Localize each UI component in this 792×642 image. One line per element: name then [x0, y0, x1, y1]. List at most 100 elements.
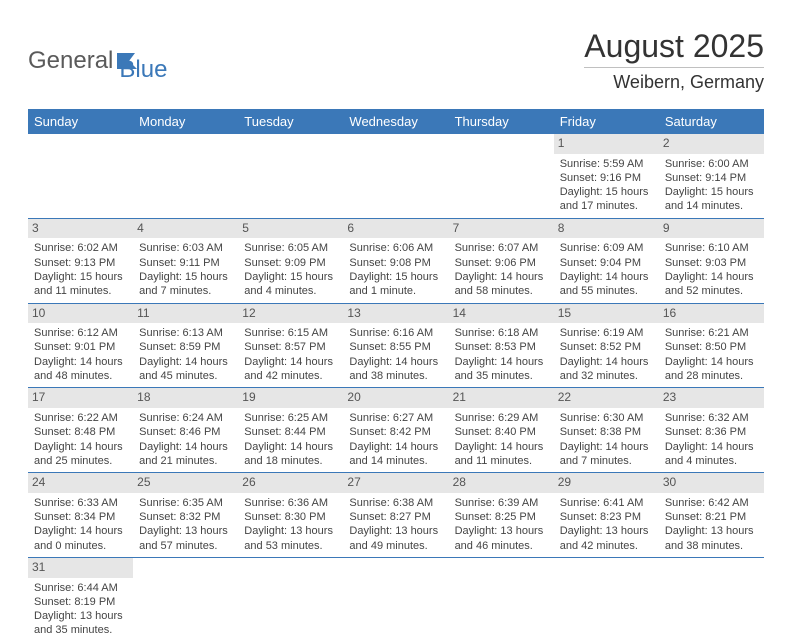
sunset-line: Sunset: 9:03 PM — [665, 256, 758, 270]
sunrise-line: Sunrise: 6:21 AM — [665, 326, 758, 340]
daylight-line: Daylight: 15 hours and 11 minutes. — [34, 270, 127, 299]
sunrise-line: Sunrise: 6:03 AM — [139, 241, 232, 255]
calendar-cell-blank — [343, 557, 448, 641]
sunrise-line: Sunrise: 6:13 AM — [139, 326, 232, 340]
month-title: August 2025 — [584, 28, 764, 68]
day-number: 23 — [659, 388, 764, 408]
day-number: 18 — [133, 388, 238, 408]
daylight-line: Daylight: 14 hours and 7 minutes. — [560, 440, 653, 469]
day-header: Monday — [133, 109, 238, 134]
day-number: 27 — [343, 473, 448, 493]
sunrise-line: Sunrise: 6:05 AM — [244, 241, 337, 255]
calendar-cell: 11Sunrise: 6:13 AMSunset: 8:59 PMDayligh… — [133, 303, 238, 388]
calendar-cell: 8Sunrise: 6:09 AMSunset: 9:04 PMDaylight… — [554, 218, 659, 303]
day-number: 9 — [659, 219, 764, 239]
sunrise-line: Sunrise: 6:02 AM — [34, 241, 127, 255]
day-number: 19 — [238, 388, 343, 408]
calendar-cell: 20Sunrise: 6:27 AMSunset: 8:42 PMDayligh… — [343, 388, 448, 473]
day-number: 7 — [449, 219, 554, 239]
day-number: 25 — [133, 473, 238, 493]
calendar-cell: 18Sunrise: 6:24 AMSunset: 8:46 PMDayligh… — [133, 388, 238, 473]
sunrise-line: Sunrise: 6:12 AM — [34, 326, 127, 340]
calendar-cell-blank — [238, 557, 343, 641]
sunrise-line: Sunrise: 6:07 AM — [455, 241, 548, 255]
calendar-cell: 5Sunrise: 6:05 AMSunset: 9:09 PMDaylight… — [238, 218, 343, 303]
calendar-cell: 19Sunrise: 6:25 AMSunset: 8:44 PMDayligh… — [238, 388, 343, 473]
day-header: Saturday — [659, 109, 764, 134]
sunset-line: Sunset: 9:01 PM — [34, 340, 127, 354]
day-number: 30 — [659, 473, 764, 493]
sunset-line: Sunset: 8:32 PM — [139, 510, 232, 524]
daylight-line: Daylight: 14 hours and 28 minutes. — [665, 355, 758, 384]
daylight-line: Daylight: 14 hours and 58 minutes. — [455, 270, 548, 299]
day-number: 12 — [238, 304, 343, 324]
sunset-line: Sunset: 8:46 PM — [139, 425, 232, 439]
daylight-line: Daylight: 13 hours and 46 minutes. — [455, 524, 548, 553]
sunset-line: Sunset: 9:13 PM — [34, 256, 127, 270]
sunset-line: Sunset: 8:36 PM — [665, 425, 758, 439]
daylight-line: Daylight: 13 hours and 49 minutes. — [349, 524, 442, 553]
sunset-line: Sunset: 8:23 PM — [560, 510, 653, 524]
daylight-line: Daylight: 13 hours and 35 minutes. — [34, 609, 127, 638]
calendar-cell: 16Sunrise: 6:21 AMSunset: 8:50 PMDayligh… — [659, 303, 764, 388]
calendar-cell-blank — [554, 557, 659, 641]
sunrise-line: Sunrise: 6:25 AM — [244, 411, 337, 425]
calendar-cell: 29Sunrise: 6:41 AMSunset: 8:23 PMDayligh… — [554, 473, 659, 558]
sunrise-line: Sunrise: 6:41 AM — [560, 496, 653, 510]
sunset-line: Sunset: 8:48 PM — [34, 425, 127, 439]
sunrise-line: Sunrise: 6:00 AM — [665, 157, 758, 171]
sunrise-line: Sunrise: 6:39 AM — [455, 496, 548, 510]
sunset-line: Sunset: 9:11 PM — [139, 256, 232, 270]
day-number: 21 — [449, 388, 554, 408]
calendar-cell: 13Sunrise: 6:16 AMSunset: 8:55 PMDayligh… — [343, 303, 448, 388]
sunset-line: Sunset: 8:52 PM — [560, 340, 653, 354]
day-number: 8 — [554, 219, 659, 239]
sunset-line: Sunset: 9:06 PM — [455, 256, 548, 270]
calendar-cell: 4Sunrise: 6:03 AMSunset: 9:11 PMDaylight… — [133, 218, 238, 303]
sunrise-line: Sunrise: 6:27 AM — [349, 411, 442, 425]
day-header: Friday — [554, 109, 659, 134]
day-number: 10 — [28, 304, 133, 324]
logo-text-general: General — [28, 47, 113, 75]
logo: General Blue — [28, 28, 167, 84]
sunset-line: Sunset: 8:53 PM — [455, 340, 548, 354]
calendar-cell: 2Sunrise: 6:00 AMSunset: 9:14 PMDaylight… — [659, 134, 764, 218]
logo-text-blue: Blue — [119, 56, 167, 84]
day-header: Thursday — [449, 109, 554, 134]
daylight-line: Daylight: 13 hours and 38 minutes. — [665, 524, 758, 553]
calendar-cell: 31Sunrise: 6:44 AMSunset: 8:19 PMDayligh… — [28, 557, 133, 641]
daylight-line: Daylight: 15 hours and 7 minutes. — [139, 270, 232, 299]
sunset-line: Sunset: 9:08 PM — [349, 256, 442, 270]
day-header: Sunday — [28, 109, 133, 134]
calendar-cell-blank — [343, 134, 448, 218]
day-number: 1 — [554, 134, 659, 154]
day-number: 28 — [449, 473, 554, 493]
sunrise-line: Sunrise: 6:16 AM — [349, 326, 442, 340]
daylight-line: Daylight: 14 hours and 32 minutes. — [560, 355, 653, 384]
sunrise-line: Sunrise: 6:36 AM — [244, 496, 337, 510]
header: General Blue August 2025 Weibern, German… — [28, 28, 764, 93]
day-header: Wednesday — [343, 109, 448, 134]
sunset-line: Sunset: 9:14 PM — [665, 171, 758, 185]
calendar-cell: 23Sunrise: 6:32 AMSunset: 8:36 PMDayligh… — [659, 388, 764, 473]
calendar-cell: 25Sunrise: 6:35 AMSunset: 8:32 PMDayligh… — [133, 473, 238, 558]
sunset-line: Sunset: 8:42 PM — [349, 425, 442, 439]
calendar-cell: 6Sunrise: 6:06 AMSunset: 9:08 PMDaylight… — [343, 218, 448, 303]
calendar-cell: 26Sunrise: 6:36 AMSunset: 8:30 PMDayligh… — [238, 473, 343, 558]
day-number: 29 — [554, 473, 659, 493]
sunrise-line: Sunrise: 6:44 AM — [34, 581, 127, 595]
sunrise-line: Sunrise: 6:30 AM — [560, 411, 653, 425]
day-number: 3 — [28, 219, 133, 239]
day-number: 20 — [343, 388, 448, 408]
calendar-cell: 14Sunrise: 6:18 AMSunset: 8:53 PMDayligh… — [449, 303, 554, 388]
day-number: 22 — [554, 388, 659, 408]
day-number: 17 — [28, 388, 133, 408]
calendar-cell: 24Sunrise: 6:33 AMSunset: 8:34 PMDayligh… — [28, 473, 133, 558]
daylight-line: Daylight: 15 hours and 17 minutes. — [560, 185, 653, 214]
daylight-line: Daylight: 14 hours and 52 minutes. — [665, 270, 758, 299]
sunrise-line: Sunrise: 6:10 AM — [665, 241, 758, 255]
calendar-cell: 22Sunrise: 6:30 AMSunset: 8:38 PMDayligh… — [554, 388, 659, 473]
daylight-line: Daylight: 13 hours and 57 minutes. — [139, 524, 232, 553]
sunset-line: Sunset: 8:34 PM — [34, 510, 127, 524]
calendar-cell-blank — [133, 134, 238, 218]
